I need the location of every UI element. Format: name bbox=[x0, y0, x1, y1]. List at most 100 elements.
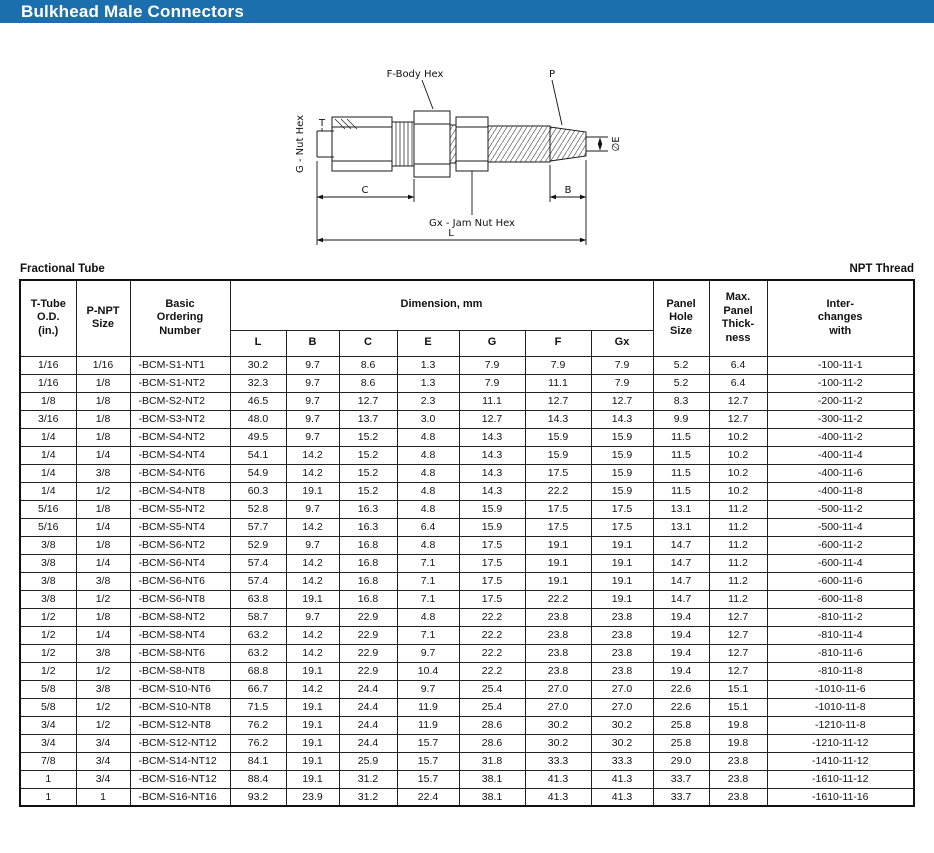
table-row: 1/2 1/2 -BCM-S8-NT8 68.8 19.1 22.9 10.4 22.2 23.… bbox=[19, 661, 915, 681]
table-cell: 16.8 bbox=[338, 553, 398, 573]
table-cell: 15.9 bbox=[524, 445, 592, 465]
table-cell: 14.2 bbox=[285, 679, 340, 699]
table-cell: -BCM-S6-NT6 bbox=[129, 571, 231, 591]
table-cell: 14.2 bbox=[285, 643, 340, 663]
table-cell: 11.9 bbox=[396, 715, 460, 735]
table-cell: 30.2 bbox=[590, 733, 654, 753]
table-cell: 15.9 bbox=[590, 481, 654, 501]
table-cell: 7.1 bbox=[396, 589, 460, 609]
table-cell: 5/8 bbox=[19, 697, 77, 717]
table-cell: 46.5 bbox=[229, 391, 287, 411]
table-cell: 19.1 bbox=[524, 553, 592, 573]
table-cell: 49.5 bbox=[229, 427, 287, 447]
table-cell: 14.2 bbox=[285, 625, 340, 645]
table-cell: 32.3 bbox=[229, 373, 287, 393]
title-bar: Bulkhead Male Connectors bbox=[0, 0, 934, 23]
table-cell: 24.4 bbox=[338, 697, 398, 717]
table-cell: -600-11-8 bbox=[766, 589, 915, 609]
connector-table: T-Tube O.D. (in.) P-NPT Size Basic Order… bbox=[19, 279, 915, 807]
table-cell: 9.7 bbox=[285, 499, 340, 519]
table-row: 1/4 1/8 -BCM-S4-NT2 49.5 9.7 15.2 4.8 14.3 15.9 1… bbox=[19, 427, 915, 447]
table-cell: 41.3 bbox=[590, 769, 654, 789]
table-cell: 5.2 bbox=[652, 373, 710, 393]
table-cell: 27.0 bbox=[524, 679, 592, 699]
table-cell: 23.8 bbox=[590, 661, 654, 681]
table-cell: 11.5 bbox=[652, 445, 710, 465]
table-cell: 1/2 bbox=[19, 661, 77, 681]
table-cell: 84.1 bbox=[229, 751, 287, 771]
table-cell: 13.7 bbox=[338, 409, 398, 429]
table-cell: 14.3 bbox=[458, 427, 526, 447]
table-cell: 1/2 bbox=[75, 715, 131, 735]
table-cell: 22.6 bbox=[652, 679, 710, 699]
col-header-dim-e: E bbox=[396, 329, 460, 357]
table-cell: 3/4 bbox=[75, 769, 131, 789]
table-cell: -BCM-S8-NT6 bbox=[129, 643, 231, 663]
table-cell: 19.1 bbox=[285, 715, 340, 735]
table-cell: -1010-11-8 bbox=[766, 697, 915, 717]
table-cell: 1/8 bbox=[19, 391, 77, 411]
table-cell: -300-11-2 bbox=[766, 409, 915, 429]
table-cell: 1/4 bbox=[75, 445, 131, 465]
table-cell: 3/8 bbox=[19, 553, 77, 573]
table-cell: 13.1 bbox=[652, 517, 710, 537]
table-cell: 11.5 bbox=[652, 463, 710, 483]
table-cell: 15.9 bbox=[590, 463, 654, 483]
fitting-profile bbox=[316, 110, 608, 178]
table-cell: 23.8 bbox=[524, 625, 592, 645]
label-f-body-hex: F-Body Hex bbox=[387, 69, 444, 80]
table-cell: 22.6 bbox=[652, 697, 710, 717]
table-cell: 7.9 bbox=[458, 355, 526, 375]
table-cell: 88.4 bbox=[229, 769, 287, 789]
dimension-lines bbox=[316, 79, 603, 245]
table-cell: 9.7 bbox=[285, 427, 340, 447]
table-cell: 2.3 bbox=[396, 391, 460, 411]
table-cell: 41.3 bbox=[524, 769, 592, 789]
table-cell: 3/4 bbox=[75, 733, 131, 753]
table-cell: 11.9 bbox=[396, 697, 460, 717]
table-cell: 27.0 bbox=[524, 697, 592, 717]
table-cell: 63.8 bbox=[229, 589, 287, 609]
table-cell: -BCM-S10-NT8 bbox=[129, 697, 231, 717]
table-cell: 15.9 bbox=[590, 445, 654, 465]
table-cell: -810-11-2 bbox=[766, 607, 915, 627]
table-cell: -100-11-2 bbox=[766, 373, 915, 393]
table-cell: 76.2 bbox=[229, 715, 287, 735]
table-cell: 11.2 bbox=[708, 571, 768, 591]
table-cell: 1/2 bbox=[19, 625, 77, 645]
table-cell: 22.9 bbox=[338, 643, 398, 663]
table-cell: -810-11-6 bbox=[766, 643, 915, 663]
table-cell: -BCM-S2-NT2 bbox=[129, 391, 231, 411]
table-cell: -1610-11-16 bbox=[766, 787, 915, 807]
table-cell: 19.1 bbox=[524, 535, 592, 555]
table-cell: -BCM-S8-NT8 bbox=[129, 661, 231, 681]
table-cell: 3/16 bbox=[19, 409, 77, 429]
col-header-dim-l: L bbox=[229, 329, 287, 357]
table-cell: 19.1 bbox=[285, 751, 340, 771]
table-cell: 11.2 bbox=[708, 535, 768, 555]
table-cell: 25.4 bbox=[458, 697, 526, 717]
table-cell: 14.2 bbox=[285, 553, 340, 573]
col-header-dim-b: B bbox=[285, 329, 340, 357]
table-cell: 23.8 bbox=[590, 625, 654, 645]
col-header-dim-f: F bbox=[524, 329, 592, 357]
table-cell: 19.1 bbox=[285, 769, 340, 789]
table-cell: 4.8 bbox=[396, 463, 460, 483]
table-cell: 1/2 bbox=[75, 661, 131, 681]
table-cell: 1.3 bbox=[396, 373, 460, 393]
table-cell: 23.8 bbox=[524, 643, 592, 663]
table-cell: 6.4 bbox=[396, 517, 460, 537]
table-cell: 10.2 bbox=[708, 427, 768, 447]
table-cell: 31.8 bbox=[458, 751, 526, 771]
table-cell: 1/8 bbox=[75, 391, 131, 411]
table-cell: -BCM-S8-NT4 bbox=[129, 625, 231, 645]
table-cell: 15.1 bbox=[708, 679, 768, 699]
table-row: 7/8 3/4 -BCM-S14-NT12 84.1 19.1 25.9 15.7 31.8 3… bbox=[19, 751, 915, 771]
table-cell: 17.5 bbox=[590, 517, 654, 537]
table-cell: 22.2 bbox=[458, 643, 526, 663]
header-row-top: T-Tube O.D. (in.) P-NPT Size Basic Order… bbox=[19, 279, 915, 357]
table-cell: 1/4 bbox=[19, 427, 77, 447]
table-row: 1 3/4 -BCM-S16-NT12 88.4 19.1 31.2 15.7 38.1 41.… bbox=[19, 769, 915, 789]
table-cell: 3/4 bbox=[19, 715, 77, 735]
table-cell: 1/16 bbox=[19, 373, 77, 393]
